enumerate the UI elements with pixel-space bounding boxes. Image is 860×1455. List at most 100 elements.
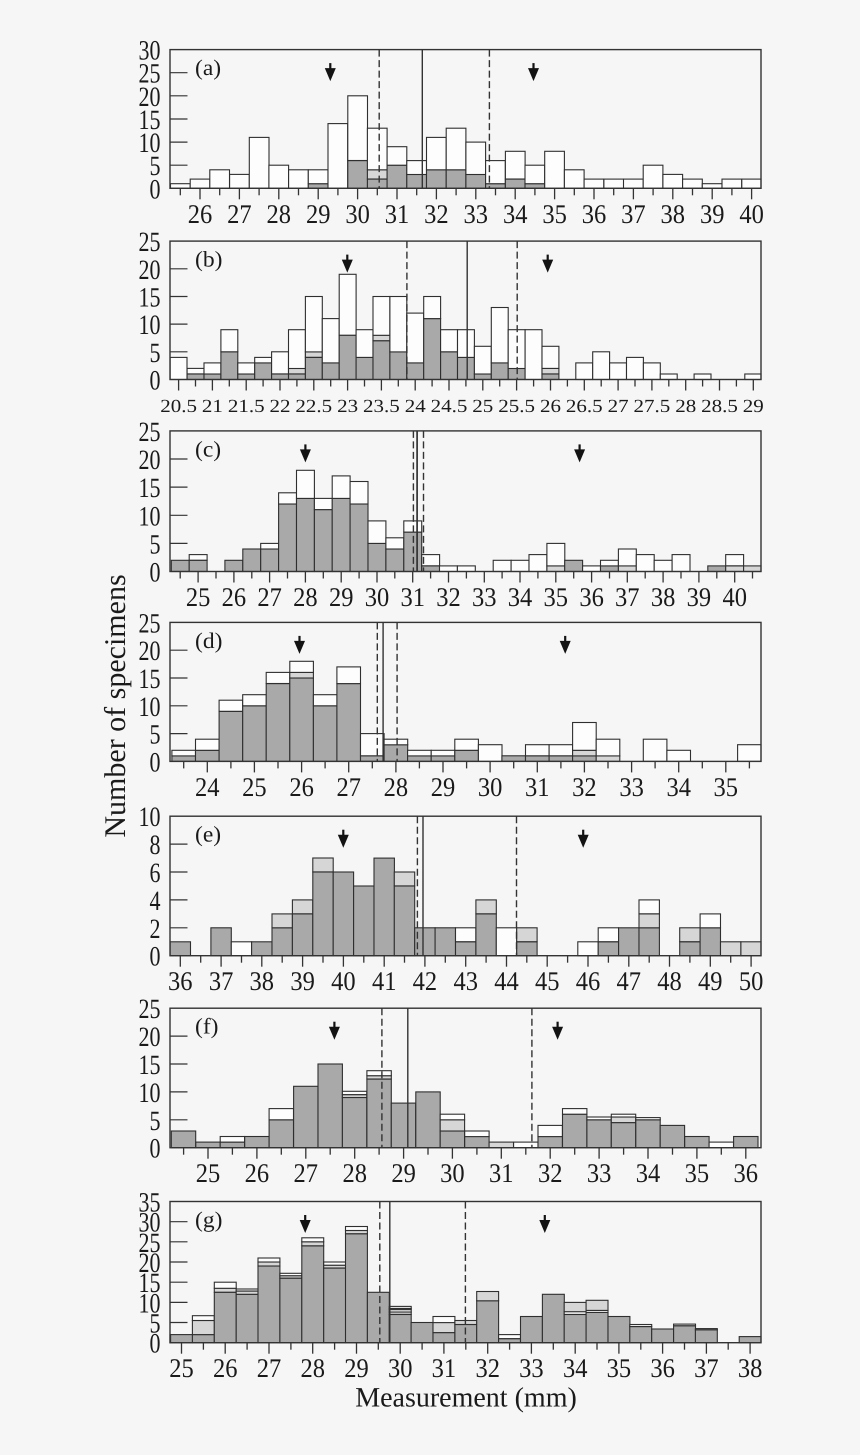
svg-text:26: 26	[289, 773, 314, 803]
svg-text:29: 29	[743, 395, 764, 416]
svg-text:25: 25	[139, 57, 161, 89]
svg-text:32: 32	[436, 583, 461, 613]
svg-text:Measurement (mm): Measurement (mm)	[355, 1383, 577, 1414]
svg-text:27: 27	[294, 1159, 319, 1189]
svg-text:0: 0	[150, 173, 161, 205]
svg-text:37: 37	[209, 967, 234, 997]
svg-text:15: 15	[139, 1049, 161, 1081]
svg-text:33: 33	[472, 583, 497, 613]
svg-text:24.5: 24.5	[431, 395, 468, 416]
svg-text:30: 30	[440, 1159, 465, 1189]
svg-text:24: 24	[195, 773, 220, 803]
svg-text:25.5: 25.5	[498, 395, 535, 416]
svg-text:33: 33	[619, 773, 644, 803]
svg-text:5: 5	[150, 1104, 161, 1136]
svg-text:31: 31	[400, 583, 425, 613]
svg-text:37: 37	[694, 1354, 719, 1384]
svg-text:28: 28	[293, 583, 318, 613]
svg-text:24: 24	[405, 395, 427, 416]
svg-text:5: 5	[150, 528, 161, 560]
svg-text:25: 25	[139, 226, 161, 258]
svg-text:29: 29	[431, 773, 456, 803]
svg-text:27: 27	[608, 395, 629, 416]
svg-text:33: 33	[587, 1159, 612, 1189]
svg-text:0: 0	[150, 364, 161, 396]
svg-text:(d): (d)	[195, 629, 222, 654]
svg-text:6: 6	[150, 857, 161, 889]
svg-text:36: 36	[650, 1354, 675, 1384]
svg-text:28: 28	[342, 1159, 367, 1189]
svg-text:37: 37	[621, 200, 646, 230]
svg-text:25: 25	[242, 773, 267, 803]
svg-text:26.5: 26.5	[566, 395, 603, 416]
svg-text:40: 40	[739, 200, 764, 230]
svg-text:48: 48	[657, 967, 682, 997]
svg-text:31: 31	[385, 200, 410, 230]
svg-text:25: 25	[196, 1159, 221, 1189]
svg-text:36: 36	[582, 200, 607, 230]
svg-text:41: 41	[372, 967, 397, 997]
svg-text:10: 10	[139, 801, 161, 833]
svg-text:10: 10	[139, 1077, 161, 1109]
svg-text:25: 25	[472, 395, 493, 416]
svg-text:30: 30	[139, 1206, 161, 1238]
svg-text:15: 15	[139, 472, 161, 504]
svg-text:25: 25	[139, 416, 161, 448]
svg-text:23.5: 23.5	[363, 395, 400, 416]
svg-text:22.5: 22.5	[295, 395, 332, 416]
svg-text:39: 39	[290, 967, 315, 997]
svg-text:35: 35	[542, 200, 567, 230]
svg-text:30: 30	[365, 583, 390, 613]
svg-text:35: 35	[685, 1159, 710, 1189]
svg-text:31: 31	[525, 773, 550, 803]
svg-text:25: 25	[186, 583, 211, 613]
svg-text:28: 28	[267, 200, 292, 230]
svg-text:28: 28	[300, 1354, 325, 1384]
svg-text:20: 20	[139, 80, 161, 112]
svg-text:(a): (a)	[195, 56, 221, 81]
svg-text:32: 32	[475, 1354, 500, 1384]
svg-text:49: 49	[698, 967, 723, 997]
svg-text:38: 38	[738, 1354, 763, 1384]
svg-text:20: 20	[139, 444, 161, 476]
svg-text:39: 39	[687, 583, 712, 613]
svg-text:15: 15	[139, 663, 161, 695]
svg-text:0: 0	[150, 1132, 161, 1164]
svg-text:31: 31	[489, 1159, 514, 1189]
svg-text:50: 50	[739, 967, 764, 997]
svg-text:32: 32	[572, 773, 597, 803]
svg-text:0: 0	[150, 1327, 161, 1359]
svg-text:29: 29	[306, 200, 331, 230]
svg-text:(b): (b)	[195, 248, 222, 273]
svg-text:36: 36	[734, 1159, 759, 1189]
svg-text:33: 33	[519, 1354, 544, 1384]
svg-text:0: 0	[150, 940, 161, 972]
svg-text:8: 8	[150, 829, 161, 861]
svg-text:27: 27	[257, 1354, 282, 1384]
svg-text:38: 38	[661, 200, 686, 230]
svg-text:5: 5	[150, 1307, 161, 1339]
svg-text:30: 30	[139, 34, 161, 66]
svg-text:40: 40	[331, 967, 356, 997]
svg-text:10: 10	[139, 690, 161, 722]
svg-text:27: 27	[227, 200, 252, 230]
svg-text:10: 10	[139, 1287, 161, 1319]
svg-text:29: 29	[329, 583, 354, 613]
svg-text:36: 36	[168, 967, 193, 997]
svg-text:44: 44	[494, 967, 519, 997]
svg-text:21: 21	[202, 395, 223, 416]
svg-text:42: 42	[413, 967, 438, 997]
svg-text:34: 34	[503, 200, 528, 230]
svg-text:26: 26	[540, 395, 561, 416]
svg-text:36: 36	[579, 583, 604, 613]
svg-text:10: 10	[139, 500, 161, 532]
svg-text:15: 15	[139, 1267, 161, 1299]
svg-text:34: 34	[636, 1159, 661, 1189]
svg-text:26: 26	[245, 1159, 270, 1189]
svg-text:30: 30	[345, 200, 370, 230]
svg-text:43: 43	[453, 967, 478, 997]
svg-text:23: 23	[337, 395, 358, 416]
svg-text:35: 35	[607, 1354, 632, 1384]
svg-text:4: 4	[150, 885, 161, 917]
svg-text:28: 28	[384, 773, 409, 803]
